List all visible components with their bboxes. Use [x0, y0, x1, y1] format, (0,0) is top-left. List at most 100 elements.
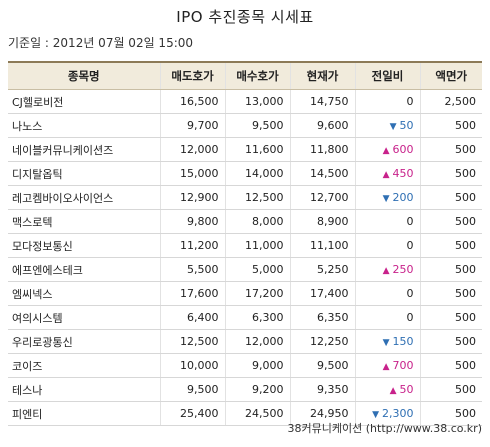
table-row: 피엔티 25,400 24,500 24,950 ▼ 2,300 500: [8, 401, 482, 426]
bid-price-cell: 11,000: [224, 233, 290, 258]
ask-price-cell: 12,500: [159, 329, 225, 354]
current-price-cell: 24,950: [289, 401, 355, 426]
stock-name-cell: 디지탈옵틱: [8, 161, 160, 186]
column-header-ask: 매도호가: [159, 61, 225, 90]
ask-price-cell: 17,600: [159, 281, 225, 306]
stock-name-cell: 에프엔에스테크: [8, 257, 160, 282]
stock-name-cell: 나노스: [8, 113, 160, 138]
ask-price-cell: 9,700: [159, 113, 225, 138]
change-value: 200: [392, 191, 414, 204]
change-cell: 0: [354, 233, 420, 258]
table-header-row: 종목명 매도호가 매수호가 현재가 전일비 액면가: [8, 61, 482, 90]
ask-price-cell: 9,800: [159, 209, 225, 234]
current-price-cell: 5,250: [289, 257, 355, 282]
bid-price-cell: 13,000: [224, 89, 290, 114]
current-price-cell: 8,900: [289, 209, 355, 234]
table-row: 에프엔에스테크 5,500 5,000 5,250 ▲ 250 500: [8, 257, 482, 282]
change-cell: ▼ 2,300: [354, 401, 420, 426]
down-arrow-icon: ▼: [382, 338, 390, 348]
table-row: 코이즈 10,000 9,000 9,500 ▲ 700 500: [8, 353, 482, 378]
par-value-cell: 500: [419, 185, 482, 210]
table-row: 여의시스템 6,400 6,300 6,350 0 500: [8, 305, 482, 330]
bid-price-cell: 5,000: [224, 257, 290, 282]
change-cell: ▲ 700: [354, 353, 420, 378]
ask-price-cell: 12,900: [159, 185, 225, 210]
up-arrow-icon: ▲: [382, 146, 390, 156]
stock-name-cell: 피엔티: [8, 401, 160, 426]
bid-price-cell: 24,500: [224, 401, 290, 426]
table-row: CJ헬로비전 16,500 13,000 14,750 0 2,500: [8, 89, 482, 114]
current-price-cell: 9,500: [289, 353, 355, 378]
change-cell: ▼ 200: [354, 185, 420, 210]
up-arrow-icon: ▲: [389, 386, 397, 396]
current-price-cell: 9,600: [289, 113, 355, 138]
current-price-cell: 11,100: [289, 233, 355, 258]
par-value-cell: 500: [419, 137, 482, 162]
table-row: 나노스 9,700 9,500 9,600 ▼ 50 500: [8, 113, 482, 138]
stock-name-cell: 우리로광통신: [8, 329, 160, 354]
change-cell: ▲ 600: [354, 137, 420, 162]
column-header-change: 전일비: [354, 61, 420, 90]
up-arrow-icon: ▲: [382, 362, 390, 372]
ask-price-cell: 15,000: [159, 161, 225, 186]
par-value-cell: 500: [419, 281, 482, 306]
table-row: 네이블커뮤니케이션즈 12,000 11,600 11,800 ▲ 600 500: [8, 137, 482, 162]
change-value: 250: [392, 263, 414, 276]
change-cell: 0: [354, 305, 420, 330]
ask-price-cell: 25,400: [159, 401, 225, 426]
column-header-price: 현재가: [289, 61, 355, 90]
source-footer: 38커뮤니케이션 (http://www.38.co.kr): [287, 422, 482, 435]
down-arrow-icon: ▼: [372, 410, 379, 420]
bid-price-cell: 14,000: [224, 161, 290, 186]
bid-price-cell: 9,200: [224, 377, 290, 402]
stock-name-cell: 테스나: [8, 377, 160, 402]
change-value: 0: [406, 239, 414, 252]
bid-price-cell: 12,500: [224, 185, 290, 210]
change-value: 0: [406, 95, 414, 108]
column-header-name: 종목명: [8, 61, 160, 90]
par-value-cell: 500: [419, 113, 482, 138]
change-value: 150: [392, 335, 414, 348]
par-value-cell: 2,500: [419, 89, 482, 114]
stock-name-cell: 모다정보통신: [8, 233, 160, 258]
bid-price-cell: 12,000: [224, 329, 290, 354]
stock-name-cell: 레고켐바이오사이언스: [8, 185, 160, 210]
bid-price-cell: 11,600: [224, 137, 290, 162]
par-value-cell: 500: [419, 209, 482, 234]
par-value-cell: 500: [419, 305, 482, 330]
change-value: 50: [399, 383, 414, 396]
change-value: 0: [406, 287, 414, 300]
change-value: 0: [406, 215, 414, 228]
table-row: 모다정보통신 11,200 11,000 11,100 0 500: [8, 233, 482, 258]
base-date: 기준일 : 2012년 07월 02일 15:00: [8, 36, 194, 50]
par-value-cell: 500: [419, 353, 482, 378]
change-cell: 0: [354, 89, 420, 114]
ask-price-cell: 6,400: [159, 305, 225, 330]
change-value: 50: [399, 119, 414, 132]
ask-price-cell: 11,200: [159, 233, 225, 258]
change-value: 2,300: [382, 407, 414, 420]
current-price-cell: 12,250: [289, 329, 355, 354]
stock-name-cell: 맥스로텍: [8, 209, 160, 234]
ask-price-cell: 10,000: [159, 353, 225, 378]
change-value: 0: [406, 311, 414, 324]
change-cell: 0: [354, 209, 420, 234]
current-price-cell: 17,400: [289, 281, 355, 306]
column-header-bid: 매수호가: [224, 61, 290, 90]
ask-price-cell: 9,500: [159, 377, 225, 402]
table-row: 디지탈옵틱 15,000 14,000 14,500 ▲ 450 500: [8, 161, 482, 186]
table-row: 테스나 9,500 9,200 9,350 ▲ 50 500: [8, 377, 482, 402]
current-price-cell: 9,350: [289, 377, 355, 402]
table-row: 엠씨넥스 17,600 17,200 17,400 0 500: [8, 281, 482, 306]
table-row: 레고켐바이오사이언스 12,900 12,500 12,700 ▼ 200 500: [8, 185, 482, 210]
change-value: 700: [392, 359, 414, 372]
bid-price-cell: 8,000: [224, 209, 290, 234]
stock-name-cell: 엠씨넥스: [8, 281, 160, 306]
change-cell: ▼ 50: [354, 113, 420, 138]
par-value-cell: 500: [419, 329, 482, 354]
current-price-cell: 6,350: [289, 305, 355, 330]
stock-name-cell: CJ헬로비전: [8, 89, 160, 114]
up-arrow-icon: ▲: [382, 170, 390, 180]
current-price-cell: 11,800: [289, 137, 355, 162]
stock-name-cell: 여의시스템: [8, 305, 160, 330]
